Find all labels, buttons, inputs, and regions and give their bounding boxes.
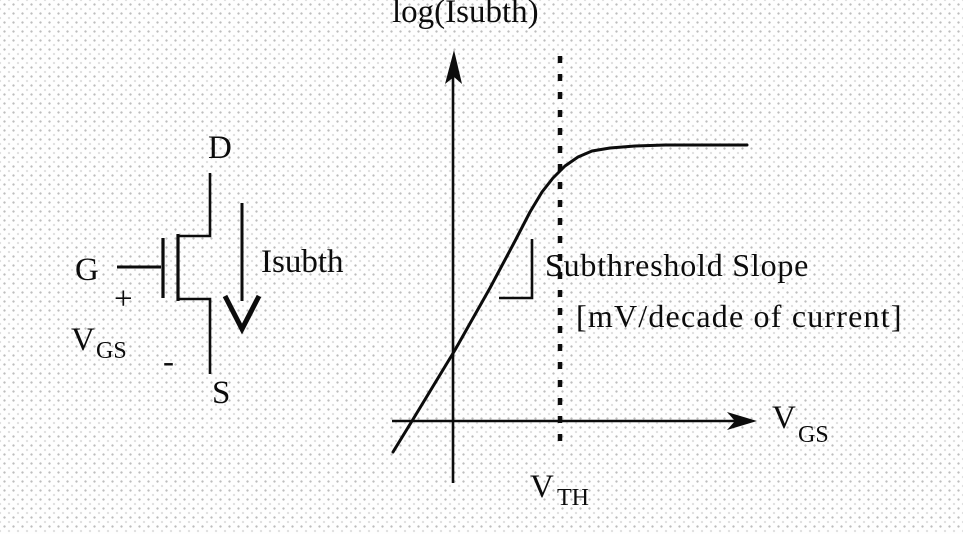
y-axis-arrowhead — [445, 50, 462, 84]
slope-bracket — [499, 239, 534, 300]
x-axis-arrowhead — [727, 412, 757, 430]
gate-plus-sign: + — [114, 281, 133, 317]
subthreshold-current-label: Isubth — [261, 244, 344, 280]
gate-minus-sign: - — [163, 344, 174, 380]
x-axis-label-subscript: GS — [798, 422, 829, 448]
threshold-label-subscript: TH — [557, 485, 589, 511]
drain-label: D — [208, 130, 232, 166]
mosfet-symbol — [117, 173, 262, 374]
source-lead — [178, 297, 212, 374]
slope-annotation-line1: Subthreshold Slope — [545, 247, 810, 283]
transfer-plot — [391, 50, 757, 483]
source-label: S — [212, 375, 231, 411]
y-axis-title: log(Isubth) — [392, 0, 539, 30]
vgs-label-base: V — [71, 322, 95, 358]
current-arrowhead — [222, 294, 262, 335]
transfer-curve — [391, 143, 749, 454]
drain-current-arrow — [222, 203, 262, 335]
drain-lead — [178, 173, 212, 238]
gate-label: G — [75, 252, 99, 288]
threshold-label-base: V — [530, 469, 554, 505]
slope-annotation-line2: [mV/decade of current] — [576, 298, 903, 334]
x-axis-label-base: V — [772, 400, 796, 436]
vgs-label-subscript: GS — [96, 338, 127, 364]
